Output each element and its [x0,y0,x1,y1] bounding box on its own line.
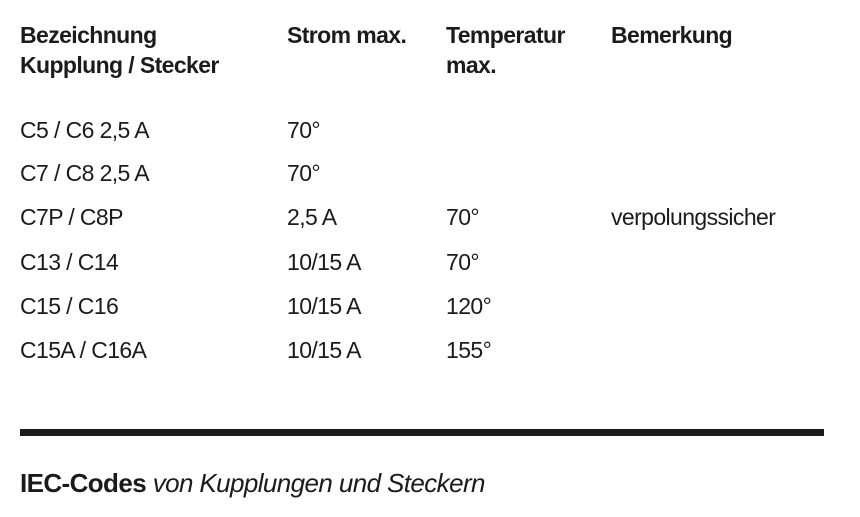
header-line: Kupplung / Stecker [20,52,219,78]
table-cell: 70° [287,117,321,143]
table-cell: verpolungssicher [611,204,776,230]
table-cell: 10/15 A [287,337,361,363]
caption-italic: von Kupplungen und Steckern [152,468,486,498]
table-cell: 70° [446,204,480,230]
table-cell: C13 / C14 [20,249,119,275]
table-cell: 70° [446,249,480,275]
table-cell: C15A / C16A [20,337,147,363]
header-line: max. [446,52,497,78]
header-strom: Strom max. [287,20,407,50]
header-line: Bemerkung [611,22,733,48]
header-line: Strom max. [287,22,407,48]
table-cell: C15 / C16 [20,293,119,319]
header-line: Bezeichnung [20,22,157,48]
table-cell: 10/15 A [287,249,361,275]
table-cell: 2,5 A [287,204,337,230]
caption: IEC-Codes von Kupplungen und Steckern [20,468,485,499]
table-cell: C5 / C6 2,5 A [20,117,150,143]
table-cell: 155° [446,337,492,363]
table-cell: 10/15 A [287,293,361,319]
header-line: Temperatur [446,22,565,48]
header-bezeichnung: Bezeichnung Kupplung / Stecker [20,20,219,80]
table-cell: 120° [446,293,492,319]
table-cell: C7P / C8P [20,204,123,230]
header-temperatur: Temperatur max. [446,20,565,80]
divider-rule [20,429,824,436]
header-bemerkung: Bemerkung [611,20,733,50]
caption-bold: IEC-Codes [20,468,147,498]
table-cell: 70° [287,160,321,186]
table-cell: C7 / C8 2,5 A [20,160,150,186]
